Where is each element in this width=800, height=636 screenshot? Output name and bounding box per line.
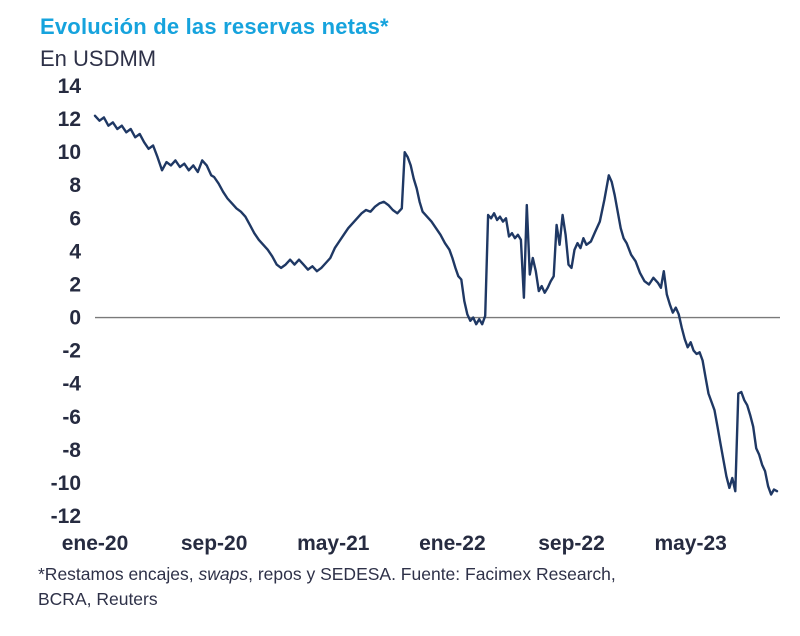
page-title: Evolución de las reservas netas* — [40, 14, 389, 39]
y-tick-label: -12 — [51, 505, 81, 528]
footnote-line-2: BCRA, Reuters — [38, 588, 158, 609]
y-tick-label: 10 — [58, 141, 81, 164]
footnote: *Restamos encajes, swaps, repos y SEDESA… — [38, 562, 768, 612]
y-tick-label: 14 — [58, 75, 82, 98]
y-tick-label: 6 — [69, 207, 81, 230]
reserves-line-chart: -12 -10 -8 -6 -4 -2 0 2 4 6 8 10 12 14 ene-20 sep-20 may… — [51, 75, 780, 555]
footnote-line-1: *Restamos encajes, swaps, repos y SEDESA… — [38, 562, 768, 587]
footnote-text-italic: swaps — [198, 564, 249, 584]
x-tick-label: may-23 — [654, 532, 726, 555]
x-tick-label: sep-22 — [538, 532, 605, 555]
y-tick-label: -8 — [62, 439, 81, 462]
x-tick-label: ene-22 — [419, 532, 486, 555]
y-tick-label: -10 — [51, 472, 81, 495]
y-tick-label: 12 — [58, 108, 81, 131]
y-tick-label: -2 — [62, 340, 81, 363]
y-tick-label: -4 — [62, 373, 81, 396]
footnote-text: , repos y SEDESA. Fuente: Facimex Resear… — [248, 564, 616, 584]
y-tick-label: 8 — [69, 174, 81, 197]
chart-subtitle: En USDMM — [40, 46, 157, 71]
x-tick-label: may-21 — [297, 532, 370, 555]
y-tick-label: 4 — [69, 240, 81, 263]
x-tick-label: ene-20 — [62, 532, 129, 555]
y-tick-label: 2 — [69, 273, 81, 296]
x-tick-label: sep-20 — [181, 532, 248, 555]
series-line — [93, 114, 779, 496]
footnote-text: *Restamos encajes, — [38, 564, 199, 584]
chart-header: Evolución de las reservas netas* En USDM… — [0, 0, 800, 72]
y-tick-label: 0 — [69, 307, 81, 330]
y-tick-label: -6 — [62, 406, 81, 429]
